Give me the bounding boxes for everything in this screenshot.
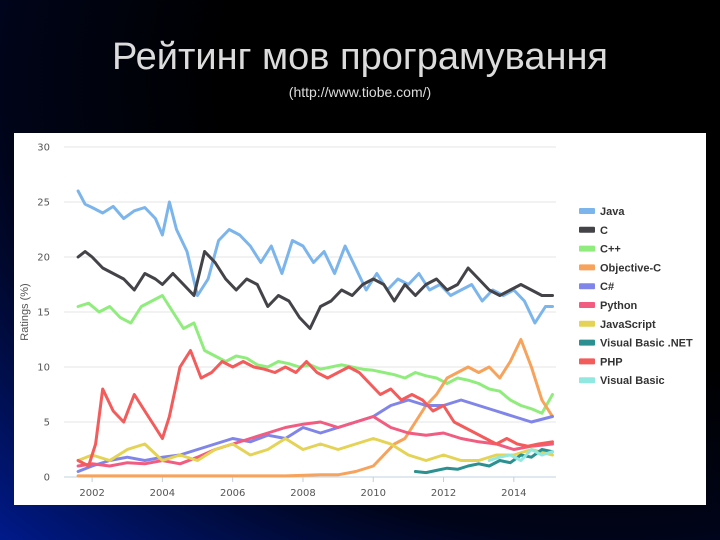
x-tick-label: 2012 [431, 488, 456, 499]
legend-swatch [579, 358, 595, 365]
y-tick-label: 15 [37, 308, 50, 319]
x-tick-label: 2006 [220, 488, 245, 499]
legend-swatch [579, 283, 595, 290]
legend-item-label[interactable]: JavaScript [600, 319, 656, 331]
y-tick-label: 25 [37, 198, 50, 209]
y-tick-label: 5 [44, 418, 50, 429]
series-line-c [76, 250, 554, 330]
chart-panel: Ratings (%) 0 5 10 15 20 25 30 2002 2004 2006 2008… [14, 133, 706, 505]
x-tick-label: 2004 [150, 488, 175, 499]
language-rating-chart: Ratings (%) 0 5 10 15 20 25 30 2002 2004 2006 2008… [19, 143, 693, 500]
x-tick-label: 2002 [79, 488, 104, 499]
legend-swatch [579, 264, 595, 271]
slide-subtitle: (http://www.tiobe.com/) [288, 84, 432, 100]
x-tick-label: 2010 [361, 488, 386, 499]
series-line-python [76, 415, 554, 468]
legend-item-label[interactable]: PHP [600, 356, 623, 368]
legend-item-label[interactable]: Objective-C [600, 262, 661, 274]
legend-item-label[interactable]: Java [600, 206, 625, 218]
legend-swatch [579, 226, 595, 233]
axis-layer: Ratings (%) 0 5 10 15 20 25 30 2002 2004 2006 2008… [19, 143, 556, 499]
x-tick-label: 2008 [290, 488, 315, 499]
legend-item-label[interactable]: C [600, 225, 608, 237]
legend-item-label[interactable]: Python [600, 300, 638, 312]
series-line-objective-c [76, 338, 554, 478]
series-line-visual-basic [487, 448, 554, 462]
series-layer [76, 189, 554, 478]
legend-swatch [579, 377, 595, 384]
legend-item-label[interactable]: C# [600, 281, 614, 293]
legend-swatch [579, 245, 595, 252]
x-tick-label: 2014 [501, 488, 526, 499]
y-tick-label: 0 [44, 473, 50, 484]
legend-item-label[interactable]: Visual Basic [600, 375, 665, 387]
legend-swatch [579, 302, 595, 308]
series-line-php [76, 349, 554, 468]
y-tick-label: 20 [37, 253, 50, 264]
series-line-c [76, 398, 554, 473]
y-tick-label: 10 [37, 363, 50, 374]
legend-item-label[interactable]: Visual Basic .NET [600, 338, 693, 350]
legend: Java C C++ Objective-C C# Python JavaScript Vis… [579, 206, 693, 387]
series-line-visual-basic-net [413, 448, 554, 475]
legend-swatch [579, 208, 595, 214]
series-line-javascript [76, 437, 554, 462]
legend-item-label[interactable]: C++ [600, 244, 621, 256]
series-line-c [76, 294, 554, 415]
y-axis-label: Ratings (%) [19, 283, 31, 340]
legend-swatch [579, 320, 595, 327]
slide-title: Рейтинг мов програмування [111, 36, 609, 78]
y-tick-label: 30 [37, 143, 50, 154]
legend-swatch [579, 339, 595, 346]
series-line-java [76, 189, 554, 325]
